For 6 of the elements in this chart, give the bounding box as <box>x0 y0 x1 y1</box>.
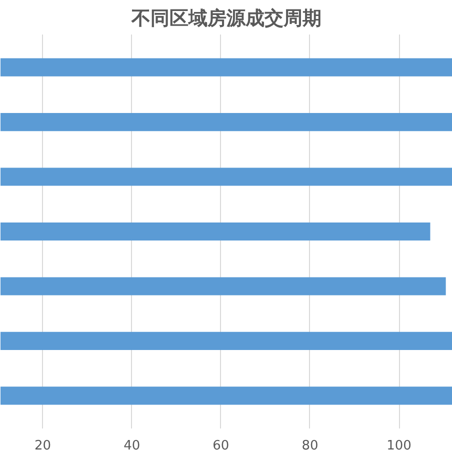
x-tick-label: 100 <box>386 438 412 452</box>
x-tick-label: 20 <box>34 438 52 452</box>
x-tick-label: 60 <box>212 438 230 452</box>
chart-title: 不同区域房源成交周期 <box>130 8 322 30</box>
x-tick-label: 40 <box>124 438 140 452</box>
x-tick-label: 80 <box>302 438 318 452</box>
